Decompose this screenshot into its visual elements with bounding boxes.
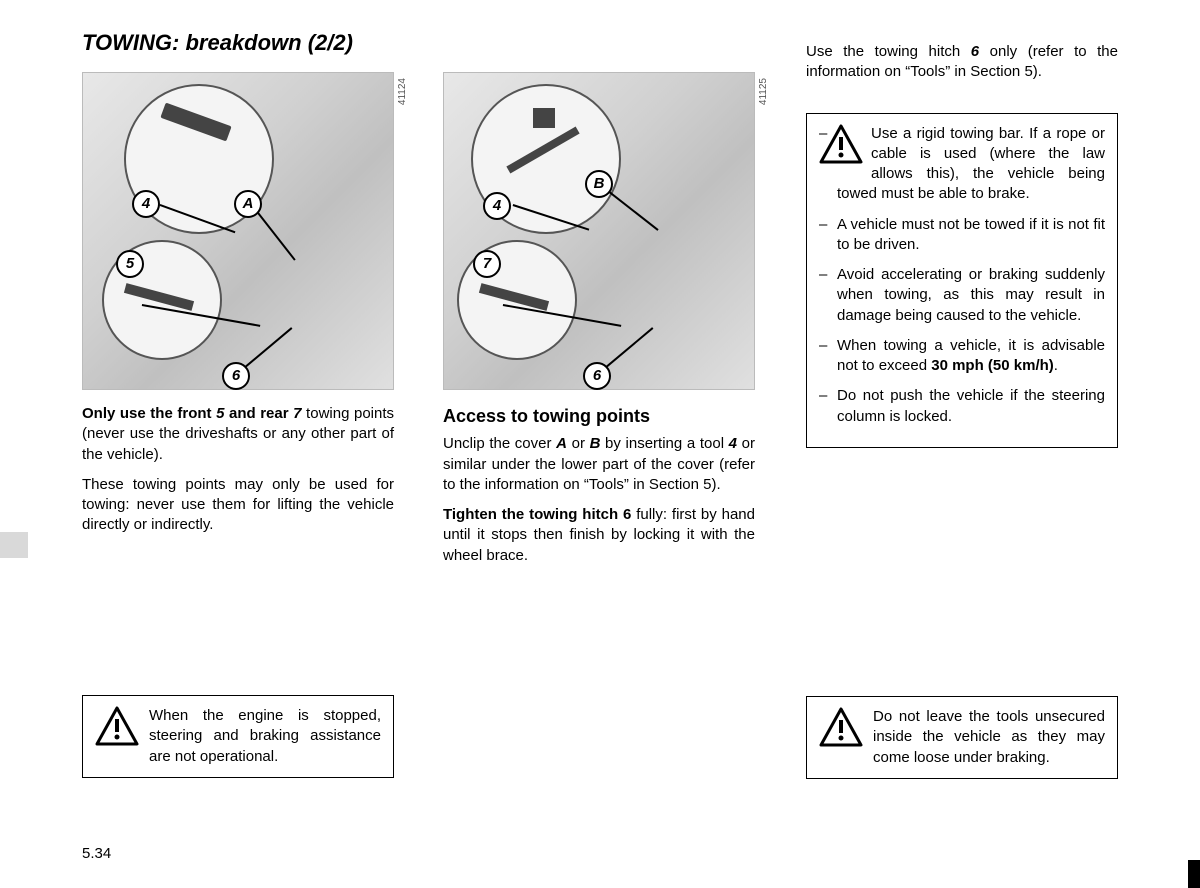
text-run: by inserting a tool [600,435,728,452]
figure-ref-number: 41124 [396,78,410,105]
warning-text: Do not leave the tools unsecured inside … [873,708,1105,766]
text-run: Use the towing hitch [806,43,971,60]
page-number: 5.34 [82,844,111,864]
col1-warning-box-wrap: When the engine is stopped, steering and… [82,685,394,778]
figure-front-tow: 41124 4 A 5 6 [82,72,394,390]
col2-heading: Access to towing points [443,404,755,428]
text-run: B [590,435,601,452]
warning-icon [95,706,139,746]
warning-box: When the engine is stopped, steering and… [82,695,394,778]
warning-bullet-list: Use a rigid towing bar. If a rope or cab… [819,124,1105,427]
column-2: 41125 4 B 7 6 Access to towing points Un… [443,72,755,576]
warning-box: Do not leave the tools unsecured inside … [806,696,1118,779]
figure-ref-number: 41125 [757,78,771,105]
col1-paragraph-2: These towing points may only be used for… [82,475,394,536]
column-3: Use the towing hitch 6 only (refer to th… [806,42,1118,448]
page-title: TOWING: breakdown (2/2) [82,28,353,58]
figure-rear-tow: 41125 4 B 7 6 [443,72,755,390]
callout-B: B [585,170,613,198]
col3-intro: Use the towing hitch 6 only (refer to th… [806,42,1118,83]
column-1: 41124 4 A 5 6 Only use the front 5 and r… [82,72,394,546]
list-item: A vehicle must not be towed if it is not… [819,215,1105,256]
tool-shape [533,108,555,128]
callout-5: 5 [116,250,144,278]
list-item: Avoid accelerating or braking suddenly w… [819,265,1105,326]
list-item: Do not push the vehicle if the steering … [819,386,1105,427]
text-run: and rear [224,405,293,422]
list-item: Use a rigid towing bar. If a rope or cab… [819,124,1105,205]
callout-7: 7 [473,250,501,278]
text-run: 7 [293,405,301,422]
warning-icon [819,124,863,164]
text-run: Unclip the cover [443,435,556,452]
list-item: When towing a vehicle, it is advisable n… [819,336,1105,377]
tool-shape [160,103,231,142]
corner-mark [1188,860,1200,888]
side-tab [0,532,28,558]
col2-paragraph-2: Tighten the towing hitch 6 fully: first … [443,505,755,566]
callout-6: 6 [222,362,250,390]
text-run: Use a rigid towing bar. If a rope or cab… [837,125,1105,203]
text-run: Tighten the towing hitch 6 [443,506,631,523]
text-run: or [567,435,590,452]
callout-A: A [234,190,262,218]
text-run: 4 [729,435,737,452]
text-run: A [556,435,567,452]
text-run: . [1054,357,1058,374]
warning-box-guidelines: Use a rigid towing bar. If a rope or cab… [806,113,1118,448]
col1-paragraph-1: Only use the front 5 and rear 7 towing p… [82,404,394,465]
col3-warning-box-2-wrap: Do not leave the tools unsecured inside … [806,686,1118,779]
tool-shape [506,127,579,174]
callout-4: 4 [483,192,511,220]
callout-4: 4 [132,190,160,218]
col2-paragraph-1: Unclip the cover A or B by inserting a t… [443,434,755,495]
warning-text: When the engine is stopped, steering and… [149,707,381,765]
text-run: 30 mph (50 km/h) [931,357,1054,374]
callout-6: 6 [583,362,611,390]
warning-icon [819,707,863,747]
text-run: Only use the front [82,405,216,422]
text-run: 6 [971,43,979,60]
